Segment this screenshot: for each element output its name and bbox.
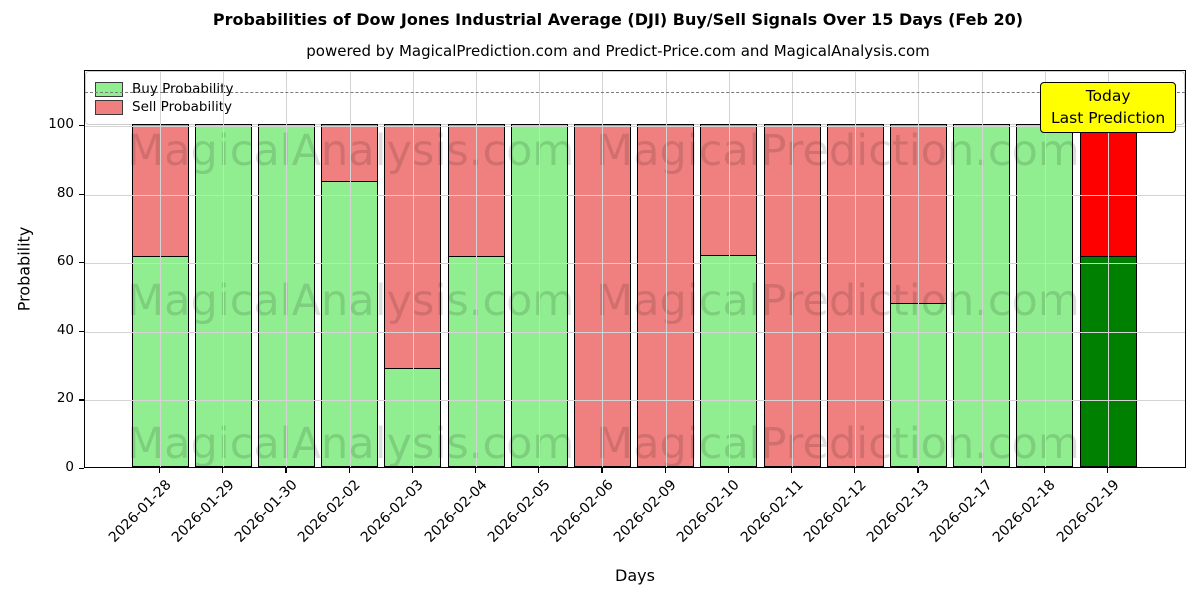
- watermark-text: MagicalAnalysis.com: [127, 276, 575, 326]
- gridline-vertical: [728, 71, 730, 467]
- x-tick-label: 2026-02-04: [421, 477, 491, 546]
- gridline-vertical: [792, 71, 793, 467]
- x-tick-label: 2026-01-29: [168, 477, 238, 546]
- today-annotation-line2: Last Prediction: [1051, 108, 1166, 127]
- y-tick-label: 80: [56, 184, 74, 201]
- x-tick-mark: [159, 468, 161, 473]
- x-tick-mark: [1043, 468, 1046, 473]
- y-tick-label: 60: [56, 253, 74, 270]
- x-tick-label: 2026-02-02: [295, 477, 364, 546]
- x-tick-label: 2026-02-19: [1053, 477, 1123, 546]
- legend-item-sell: Sell Probability: [95, 99, 1173, 115]
- y-tick-label: 100: [48, 115, 74, 132]
- gridline-vertical: [1108, 71, 1109, 467]
- x-tick-mark: [411, 468, 414, 473]
- x-tick-mark: [1107, 468, 1109, 473]
- gridline-vertical: [539, 71, 541, 467]
- x-tick-label: 2026-02-13: [863, 477, 933, 546]
- y-tick-mark: [79, 399, 84, 401]
- watermark-text: MagicalPrediction.com: [596, 419, 1080, 469]
- gridline-vertical: [1044, 71, 1046, 467]
- y-axis-label: Probability: [14, 226, 34, 312]
- x-tick-mark: [222, 468, 224, 473]
- gridline-vertical: [286, 71, 288, 467]
- x-tick-mark: [854, 468, 856, 473]
- x-tick-label: 2026-02-17: [927, 477, 996, 546]
- x-tick-label: 2026-02-03: [358, 477, 428, 546]
- x-tick-label: 2026-02-05: [484, 477, 554, 546]
- gridline-vertical: [665, 71, 667, 467]
- x-tick-label: 2026-01-28: [105, 477, 175, 546]
- x-tick-label: 2026-02-12: [800, 477, 870, 546]
- x-tick-mark: [475, 468, 477, 473]
- today-annotation-box: Today Last Prediction: [1040, 82, 1177, 134]
- watermark-text: MagicalPrediction.com: [596, 126, 1080, 176]
- today-annotation-line1: Today: [1085, 87, 1131, 105]
- x-tick-label: 2026-02-06: [547, 477, 617, 546]
- x-tick-mark: [285, 468, 287, 473]
- legend-item-buy: Buy Probability: [95, 81, 1173, 97]
- x-tick-label: 2026-02-10: [674, 477, 744, 546]
- x-tick-label: 2026-01-30: [231, 477, 301, 546]
- legend: Buy Probability Sell Probability: [85, 71, 1185, 125]
- chart-subtitle: powered by MagicalPrediction.com and Pre…: [306, 42, 930, 60]
- gridline-vertical: [476, 71, 477, 467]
- gridline-horizontal: [85, 400, 1185, 402]
- y-tick-mark: [79, 193, 84, 195]
- watermark-text: MagicalAnalysis.com: [127, 126, 575, 176]
- threshold-dashed-line: [85, 91, 1185, 93]
- x-tick-mark: [538, 468, 540, 473]
- gridline-vertical: [160, 71, 161, 467]
- gridline-vertical: [412, 71, 414, 467]
- x-tick-mark: [348, 468, 350, 473]
- watermark-text: MagicalPrediction.com: [596, 276, 1080, 326]
- legend-label-buy: Buy Probability: [132, 81, 234, 97]
- x-tick-label: 2026-02-11: [737, 477, 807, 546]
- x-tick-mark: [601, 468, 603, 473]
- gridline-vertical: [349, 71, 351, 467]
- gridline-vertical: [981, 71, 983, 467]
- gridline-vertical: [602, 71, 604, 467]
- x-tick-mark: [917, 468, 919, 473]
- sell-color-swatch: [95, 99, 123, 115]
- y-tick-mark: [79, 262, 84, 264]
- y-tick-mark: [79, 124, 84, 127]
- x-tick-mark: [980, 468, 982, 473]
- gridline-horizontal: [85, 125, 1185, 127]
- x-tick-mark: [791, 468, 793, 473]
- x-tick-mark: [727, 468, 730, 473]
- y-tick-label: 40: [56, 321, 74, 338]
- gridline-horizontal: [85, 194, 1185, 196]
- legend-label-sell: Sell Probability: [132, 99, 233, 115]
- y-tick-mark: [79, 330, 84, 333]
- chart-title: Probabilities of Dow Jones Industrial Av…: [212, 10, 1024, 29]
- buy-color-swatch: [95, 81, 123, 97]
- plot-area: MagicalAnalysis.com MagicalPrediction.com…: [84, 70, 1186, 468]
- x-tick-label: 2026-02-18: [990, 477, 1060, 546]
- x-axis-label: Days: [615, 566, 655, 585]
- gridline-vertical: [918, 71, 920, 467]
- watermark-text: MagicalAnalysis.com: [127, 419, 575, 469]
- y-tick-label: 20: [56, 390, 74, 407]
- x-tick-mark: [664, 468, 666, 473]
- gridline-horizontal: [85, 263, 1185, 265]
- y-tick-label: 0: [65, 459, 74, 475]
- gridline-vertical: [223, 71, 225, 467]
- y-tick-mark: [79, 468, 84, 470]
- x-tick-label: 2026-02-09: [611, 477, 680, 546]
- gridline-vertical: [855, 71, 857, 467]
- gridline-horizontal: [85, 331, 1185, 333]
